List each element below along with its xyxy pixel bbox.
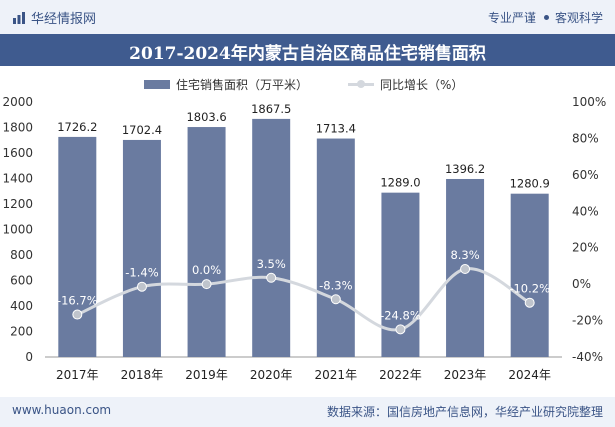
bar-value-label: 1280.9: [510, 177, 550, 191]
growth-value-label: 0.0%: [192, 263, 221, 277]
y-left-tick-label: 800: [10, 248, 33, 262]
y-left-tick-label: 1600: [2, 146, 33, 160]
x-tick-label: 2021年: [315, 368, 358, 382]
legend-bar-label: 住宅销售面积（万平米）: [176, 78, 309, 92]
growth-point: [330, 294, 341, 305]
brand-logo-icon: [13, 11, 25, 24]
bar-value-label: 1726.2: [57, 120, 97, 134]
title-bar: 2017-2024年内蒙古自治区商品住宅销售面积: [0, 34, 615, 66]
x-tick-label: 2022年: [379, 368, 422, 382]
growth-point: [136, 281, 147, 292]
growth-point: [460, 264, 471, 275]
y-right-tick-label: -20%: [572, 314, 603, 328]
y-left-tick-label: 200: [10, 325, 33, 339]
growth-point: [524, 297, 535, 308]
footer-source: 数据来源：国信房地产信息网，华经产业研究院整理: [326, 405, 603, 419]
y-right-tick-label: 0%: [572, 277, 591, 291]
bar: [252, 118, 291, 357]
bar: [122, 139, 161, 357]
bar-value-label: 1867.5: [251, 102, 291, 116]
tagline-dot-icon: [543, 15, 549, 20]
legend-item-line: 同比增长（%）: [348, 76, 463, 93]
brand-name: 华经情报网: [31, 12, 97, 27]
x-tick-label: 2024年: [508, 368, 551, 382]
growth-value-label: -24.8%: [380, 308, 421, 322]
y-right-tick-label: 60%: [572, 168, 599, 182]
growth-line: [76, 267, 531, 332]
y-left-tick-label: 1800: [2, 121, 33, 135]
y-left-tick-label: 0: [25, 350, 33, 364]
top-banner: 华经情报网 专业严谨 客观科学: [0, 0, 615, 34]
growth-value-label: -16.7%: [57, 294, 98, 308]
growth-value-label: 3.5%: [257, 257, 286, 271]
legend-line-label: 同比增长（%）: [380, 78, 464, 92]
y-right-tick-label: -40%: [572, 350, 603, 364]
x-tick-label: 2018年: [121, 368, 164, 382]
y-left-tick-label: 1000: [2, 223, 33, 237]
bar-value-label: 1289.0: [380, 176, 420, 190]
growth-point: [201, 279, 212, 290]
tagline-right: 客观科学: [554, 11, 603, 25]
bar-value-label: 1396.2: [445, 162, 485, 176]
legend-item-bar: 住宅销售面积（万平米）: [144, 76, 308, 93]
growth-point: [72, 309, 83, 320]
y-left-tick-label: 1400: [2, 172, 33, 186]
y-left-tick-label: 400: [10, 299, 33, 313]
legend-bar-swatch: [144, 80, 170, 89]
y-right-tick-label: 20%: [572, 241, 599, 255]
tagline: 专业严谨 客观科学: [488, 9, 603, 26]
growth-point: [395, 324, 406, 335]
chart-legend: 住宅销售面积（万平米） 同比增长（%）: [0, 74, 615, 94]
bar-value-label: 1702.4: [122, 123, 162, 137]
y-right-tick-label: 80%: [572, 131, 599, 145]
growth-value-label: 8.3%: [450, 248, 479, 262]
bar: [187, 127, 226, 357]
footer-bar: www.huaon.com 数据来源：国信房地产信息网，华经产业研究院整理: [0, 397, 615, 427]
growth-point: [266, 272, 277, 283]
growth-value-label: -1.4%: [125, 266, 158, 280]
bar: [316, 138, 355, 357]
y-left-tick-label: 600: [10, 274, 33, 288]
x-tick-label: 2023年: [444, 368, 487, 382]
tagline-left: 专业严谨: [487, 11, 536, 25]
growth-value-label: -8.3%: [319, 278, 352, 292]
y-left-tick-label: 2000: [2, 95, 33, 109]
x-tick-label: 2017年: [56, 368, 99, 382]
x-tick-label: 2019年: [185, 368, 228, 382]
footer-site: www.huaon.com: [12, 403, 112, 417]
chart-title: 2017-2024年内蒙古自治区商品住宅销售面积: [129, 44, 486, 64]
bar-value-label: 1803.6: [186, 110, 226, 124]
x-tick-label: 2020年: [250, 368, 293, 382]
y-right-tick-label: 40%: [572, 204, 599, 218]
y-right-tick-label: 100%: [572, 95, 606, 109]
legend-line-swatch: [348, 80, 374, 88]
bar-value-label: 1713.4: [316, 122, 356, 136]
bar: [58, 136, 97, 357]
brand: 华经情报网: [12, 8, 96, 27]
bar: [510, 193, 549, 357]
y-left-tick-label: 1200: [2, 197, 33, 211]
growth-value-label: -10.2%: [509, 282, 550, 296]
